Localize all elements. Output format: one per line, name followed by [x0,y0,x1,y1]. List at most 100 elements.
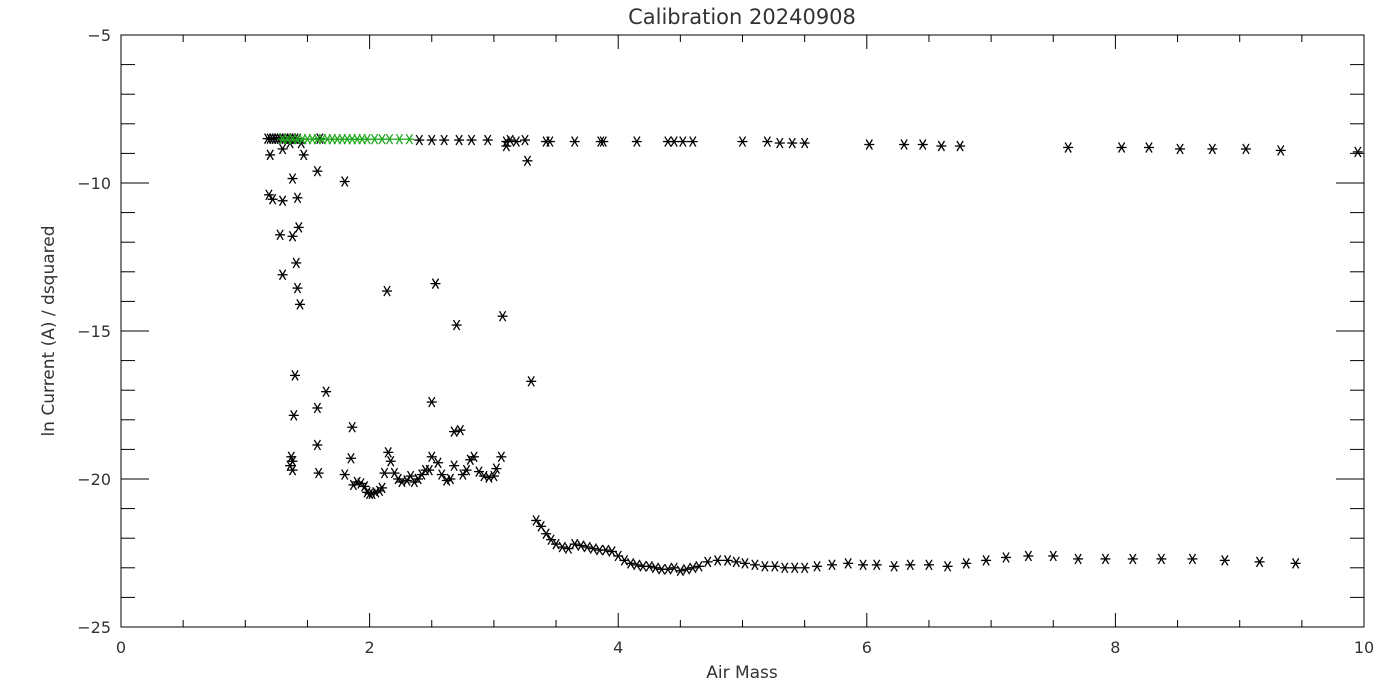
data-point [774,137,785,149]
data-point [491,463,502,474]
data-point [466,134,477,146]
data-point [291,257,302,269]
data-point [414,134,425,146]
data-point [905,559,916,571]
data-point [389,467,400,479]
data-point [263,189,274,201]
data-point [488,470,499,482]
plot-area-frame [120,34,1365,628]
data-point [277,195,288,207]
y-tick-label: −20 [77,470,111,489]
data-point [569,538,580,550]
data-point [687,136,698,147]
data-point [347,421,358,433]
data-point [936,140,947,152]
data-point [497,310,508,322]
data-point [789,562,800,574]
data-point [312,165,323,177]
data-point [473,466,484,477]
x-tick-label: 8 [1110,638,1120,657]
data-point [455,424,466,436]
data-point [871,559,882,571]
data-point [1275,145,1286,156]
data-point [787,137,798,149]
data-point [267,193,278,205]
data-point [413,473,424,485]
data-point [889,560,900,572]
data-point [749,559,760,571]
data-point [769,560,780,572]
data-point [404,133,415,145]
y-tick-label: −10 [77,174,111,193]
data-point [298,149,309,161]
data-point [501,140,512,152]
data-point [436,469,447,480]
data-markers [262,133,1363,577]
data-point [449,426,460,437]
y-axis-tick-labels: −25 −20 −15 −10 −5 [77,26,111,637]
data-point [383,447,394,458]
x-tick-label: 10 [1354,638,1374,657]
data-point [345,452,356,464]
data-point [426,134,437,146]
data-point [546,534,557,546]
data-point [1048,550,1059,562]
data-point [598,136,609,147]
data-point [1175,143,1186,155]
data-point [541,528,552,540]
data-point [384,133,395,145]
data-point [799,562,810,574]
data-point [722,555,733,566]
data-point [312,439,323,451]
data-point [843,558,854,569]
data-point [1240,143,1251,155]
x-axis-title: Air Mass [706,663,778,683]
data-point [496,451,507,463]
data-point [287,173,298,184]
data-point [799,137,810,149]
data-point [650,562,661,574]
data-point [461,464,472,476]
data-point [737,136,748,147]
data-point [588,543,599,554]
data-point [339,176,350,187]
data-point [339,469,350,480]
data-point [1352,146,1363,158]
data-point [575,540,586,551]
data-point [426,451,437,463]
data-point [644,560,655,572]
data-point [1219,555,1230,566]
data-point [1023,550,1034,562]
data-point [294,299,305,310]
data-point [981,555,992,566]
data-point [287,230,298,242]
data-point [731,556,742,568]
data-point [1254,556,1265,568]
y-tick-label: −5 [87,26,111,45]
data-point [401,475,412,486]
data-point [1127,553,1138,565]
data-point [582,541,593,553]
data-point [293,222,304,233]
data-point [313,467,324,479]
data-point [864,139,875,150]
x-tick-label: 6 [862,638,872,657]
data-point [600,544,611,556]
data-point [687,562,698,574]
data-point [557,541,568,553]
data-point [292,192,303,204]
data-point [544,136,555,147]
data-point [275,229,286,241]
data-point [287,464,298,476]
data-point [321,386,332,398]
data-point [379,467,390,479]
data-point [519,134,530,146]
data-point [942,560,953,572]
data-point [625,558,636,569]
x-tick-label: 0 [116,638,126,657]
data-point [826,559,837,571]
data-point [451,319,462,331]
data-point [377,482,388,494]
data-point [312,402,323,414]
y-axis-title: ln Current (A) / dsquared [39,225,59,436]
